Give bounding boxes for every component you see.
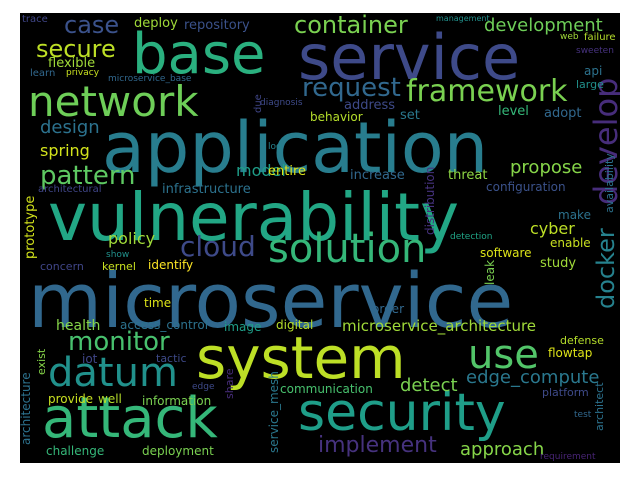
word-spring: spring	[40, 141, 90, 160]
word-distribution: distribution	[423, 166, 437, 235]
word-network: network	[28, 77, 199, 126]
word-base: base	[132, 22, 266, 87]
word-set: set	[400, 108, 420, 123]
word-order: order	[372, 302, 404, 316]
word-security: security	[298, 383, 506, 443]
word-service_mesh: service_mesh	[267, 371, 281, 453]
word-monitor: monitor	[68, 327, 170, 357]
word-information: information	[142, 394, 212, 408]
word-repository: repository	[184, 18, 250, 33]
word-edge_compute: edge_compute	[466, 367, 600, 388]
word-provide: provide	[48, 392, 94, 406]
word-well: well	[98, 392, 122, 406]
word-flexible: flexible	[48, 56, 96, 71]
word-platform: platform	[542, 386, 589, 399]
word-request: request	[302, 73, 401, 103]
word-adopt: adopt	[544, 106, 582, 121]
word-health: health	[56, 318, 101, 334]
word-web: web	[560, 32, 579, 42]
word-trace: trace	[22, 14, 48, 25]
word-docker: docker	[592, 228, 620, 309]
word-design: design	[40, 117, 100, 138]
word-framework: framework	[406, 74, 568, 109]
word-kernel: kernel	[102, 260, 136, 273]
word-iot: iot	[82, 352, 98, 366]
word-diagnosis: diagnosis	[260, 98, 303, 108]
word-propose: propose	[510, 157, 583, 178]
word-learn: learn	[30, 68, 56, 79]
word-architectural: architectural	[38, 184, 102, 195]
word-model: model	[236, 161, 286, 180]
word-address: address	[344, 98, 396, 113]
word-datum: datum	[48, 350, 178, 396]
word-image: image	[224, 320, 262, 334]
word-secure: secure	[36, 35, 116, 63]
word-increase: increase	[350, 168, 405, 183]
word-tactic: tactic	[156, 352, 187, 365]
word-level: level	[498, 104, 529, 119]
word-attack: attack	[42, 386, 218, 451]
word-edge: edge	[192, 382, 215, 392]
word-large: large	[576, 78, 604, 91]
word-challenge: challenge	[46, 444, 105, 458]
word-cloud: cloud	[180, 230, 256, 263]
word-implement: implement	[318, 433, 437, 458]
word-behavior: behavior	[310, 110, 363, 124]
word-requirement: requirement	[540, 452, 596, 462]
word-pattern: pattern	[40, 161, 136, 191]
word-flowtap: flowtap	[548, 346, 593, 360]
word-cloud: microservice application vulnerability s…	[20, 13, 620, 463]
word-privacy: privacy	[66, 68, 100, 78]
word-enable: enable	[550, 236, 591, 250]
word-failure: failure	[584, 32, 616, 43]
word-availability: availability	[603, 153, 616, 213]
word-identify: identify	[148, 258, 194, 272]
word-log: log	[268, 142, 282, 152]
word-exist: exist	[35, 348, 48, 375]
word-access_control: access_control	[120, 318, 209, 332]
word-case: case	[64, 13, 120, 39]
word-cyber: cyber	[530, 219, 575, 238]
word-service: service	[298, 21, 521, 94]
word-container: container	[294, 13, 408, 39]
word-test: test	[574, 410, 592, 420]
word-detect: detect	[400, 375, 458, 396]
word-configuration: configuration	[486, 180, 566, 194]
word-software: software	[480, 246, 532, 260]
word-api: api	[584, 64, 603, 78]
word-show: show	[106, 250, 130, 260]
word-application: application	[102, 107, 489, 189]
word-communication: communication	[280, 382, 373, 396]
word-due: due	[253, 94, 264, 113]
word-time: time	[144, 296, 172, 310]
word-share: share	[223, 368, 236, 400]
word-deploy: deploy	[134, 16, 178, 31]
word-development: development	[484, 15, 603, 36]
word-deployment: deployment	[142, 444, 214, 458]
word-leak: leak	[483, 259, 497, 285]
word-architecture: architecture	[20, 372, 33, 445]
word-prototype: prototype	[23, 195, 38, 259]
word-concern: concern	[40, 260, 84, 273]
word-study: study	[540, 256, 577, 271]
word-use: use	[468, 332, 539, 378]
word-entire: entire	[268, 164, 307, 179]
word-management: management	[436, 14, 490, 23]
word-microservice_architecture: microservice_architecture	[342, 317, 537, 335]
word-threat: threat	[448, 168, 488, 183]
word-microservice_base: microservice_base	[108, 74, 192, 84]
word-digital: digital	[276, 318, 314, 332]
word-make: make	[558, 208, 591, 222]
word-infrastructure: infrastructure	[162, 182, 251, 197]
word-defense: defense	[560, 334, 604, 347]
word-microservice: microservice	[28, 256, 514, 345]
word-approach: approach	[460, 439, 545, 460]
word-system: system	[196, 324, 406, 392]
word-policy: policy	[108, 229, 156, 248]
word-architect: architect	[593, 382, 606, 431]
word-vulnerability: vulnerability	[48, 179, 460, 256]
word-solution: solution	[268, 226, 427, 272]
word-detection: detection	[450, 232, 493, 242]
word-sweeten: sweeten	[576, 46, 614, 56]
